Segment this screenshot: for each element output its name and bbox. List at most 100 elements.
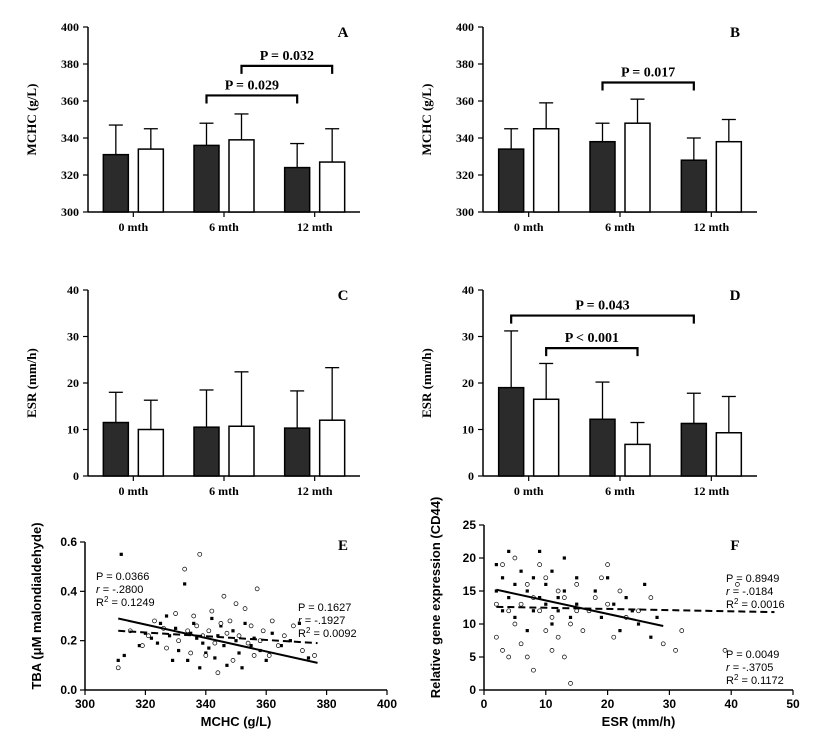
r-number: = -.3705 (730, 662, 774, 674)
x-tick-label: 12 mth (297, 484, 333, 498)
bar (532, 128, 560, 213)
data-point (655, 615, 659, 619)
significance-bracket (205, 94, 299, 104)
y-tick-label: 0 (73, 469, 79, 483)
data-point (191, 613, 197, 619)
data-point (561, 654, 567, 660)
r2-value: R2 = 0.1172 (726, 673, 784, 687)
data-point (177, 648, 181, 653)
bar (589, 140, 616, 213)
data-point (312, 653, 317, 658)
data-point (537, 562, 542, 567)
data-point (531, 667, 536, 673)
data-point (500, 648, 505, 653)
r2-symbol: R (726, 599, 734, 611)
data-point (189, 631, 193, 635)
data-point (279, 644, 283, 648)
y-tick-label: 20 (462, 376, 474, 390)
data-point (291, 623, 296, 629)
bar (137, 428, 165, 477)
data-point (237, 651, 241, 655)
data-point (538, 549, 542, 553)
data-point (230, 658, 236, 663)
y-tick-label: 380 (61, 57, 79, 71)
panel-label: A (338, 25, 349, 41)
bar (102, 153, 130, 213)
data-point (561, 595, 567, 600)
r2-number: = 0.0016 (738, 599, 784, 611)
x-tick-label: 12 mth (297, 220, 333, 234)
data-point (300, 648, 305, 653)
r-value: r = -.2800 (96, 584, 143, 596)
data-point (636, 622, 641, 626)
significance-bracket (601, 81, 695, 91)
data-point (152, 618, 157, 624)
data-point (543, 575, 549, 581)
data-point (206, 628, 212, 634)
regression-line-dashed (496, 605, 775, 614)
data-point (158, 621, 163, 625)
data-point (543, 628, 549, 633)
data-point (213, 656, 217, 660)
data-point (243, 621, 247, 625)
bar (318, 419, 346, 477)
data-point (494, 563, 498, 567)
data-point (618, 629, 622, 633)
panel-D: 0 10 20 30 40 ESR (mm/h) D 0 mth 6 mth 12 mth P = … (419, 283, 757, 498)
data-point (275, 643, 281, 648)
data-point (167, 634, 172, 638)
y-tick-label: 0.4 (60, 584, 77, 598)
data-point (183, 582, 187, 586)
data-point (218, 621, 224, 626)
data-point (549, 648, 555, 653)
data-point (188, 650, 194, 656)
data-point (207, 646, 211, 650)
data-point (149, 636, 154, 640)
panel-label: C (338, 288, 349, 304)
data-point (735, 582, 740, 587)
significance-label: P = 0.029 (225, 78, 279, 93)
data-point (494, 601, 499, 607)
y-tick-label: 340 (61, 131, 79, 145)
p-value: P = 0.8949 (726, 573, 779, 585)
p-value: P = 0.0366 (96, 571, 149, 583)
r-number: = -.2800 (100, 584, 144, 596)
r-symbol: r (726, 586, 731, 598)
data-point (512, 621, 518, 627)
r2-symbol: R (96, 597, 104, 609)
data-point (568, 615, 573, 619)
x-tick-label: 320 (135, 697, 155, 711)
r-value: r = -.0184 (726, 586, 773, 598)
data-point (512, 555, 518, 561)
data-point (550, 569, 554, 573)
data-point (611, 634, 617, 640)
x-tick-label: 6 mth (209, 220, 239, 234)
y-tick-label: 10 (67, 423, 79, 437)
bar (680, 422, 708, 477)
data-point (233, 601, 239, 607)
x-tick-label: 50 (786, 697, 800, 711)
data-point (592, 595, 598, 600)
data-point (605, 601, 610, 607)
r2-symbol: R (726, 675, 734, 687)
data-point (673, 648, 678, 653)
data-point (519, 569, 523, 573)
data-point (643, 582, 647, 586)
x-tick-label: 6 mth (605, 484, 635, 498)
r-value: r = -.3705 (726, 662, 773, 674)
bar (102, 421, 130, 477)
data-point (245, 640, 251, 646)
data-point (204, 651, 208, 655)
x-tick-label: 400 (377, 697, 397, 711)
bar (624, 122, 651, 213)
data-point (599, 575, 604, 581)
data-point (227, 618, 233, 624)
data-point (251, 653, 257, 658)
data-point (164, 645, 169, 651)
data-point (306, 656, 311, 660)
x-tick-label: 380 (317, 697, 337, 711)
panel-C: 0 10 20 30 40 ESR (mm/h) C 0 mth 6 mth 12 mth (24, 283, 360, 498)
x-axis-label: MCHC (g/L) (201, 714, 272, 729)
